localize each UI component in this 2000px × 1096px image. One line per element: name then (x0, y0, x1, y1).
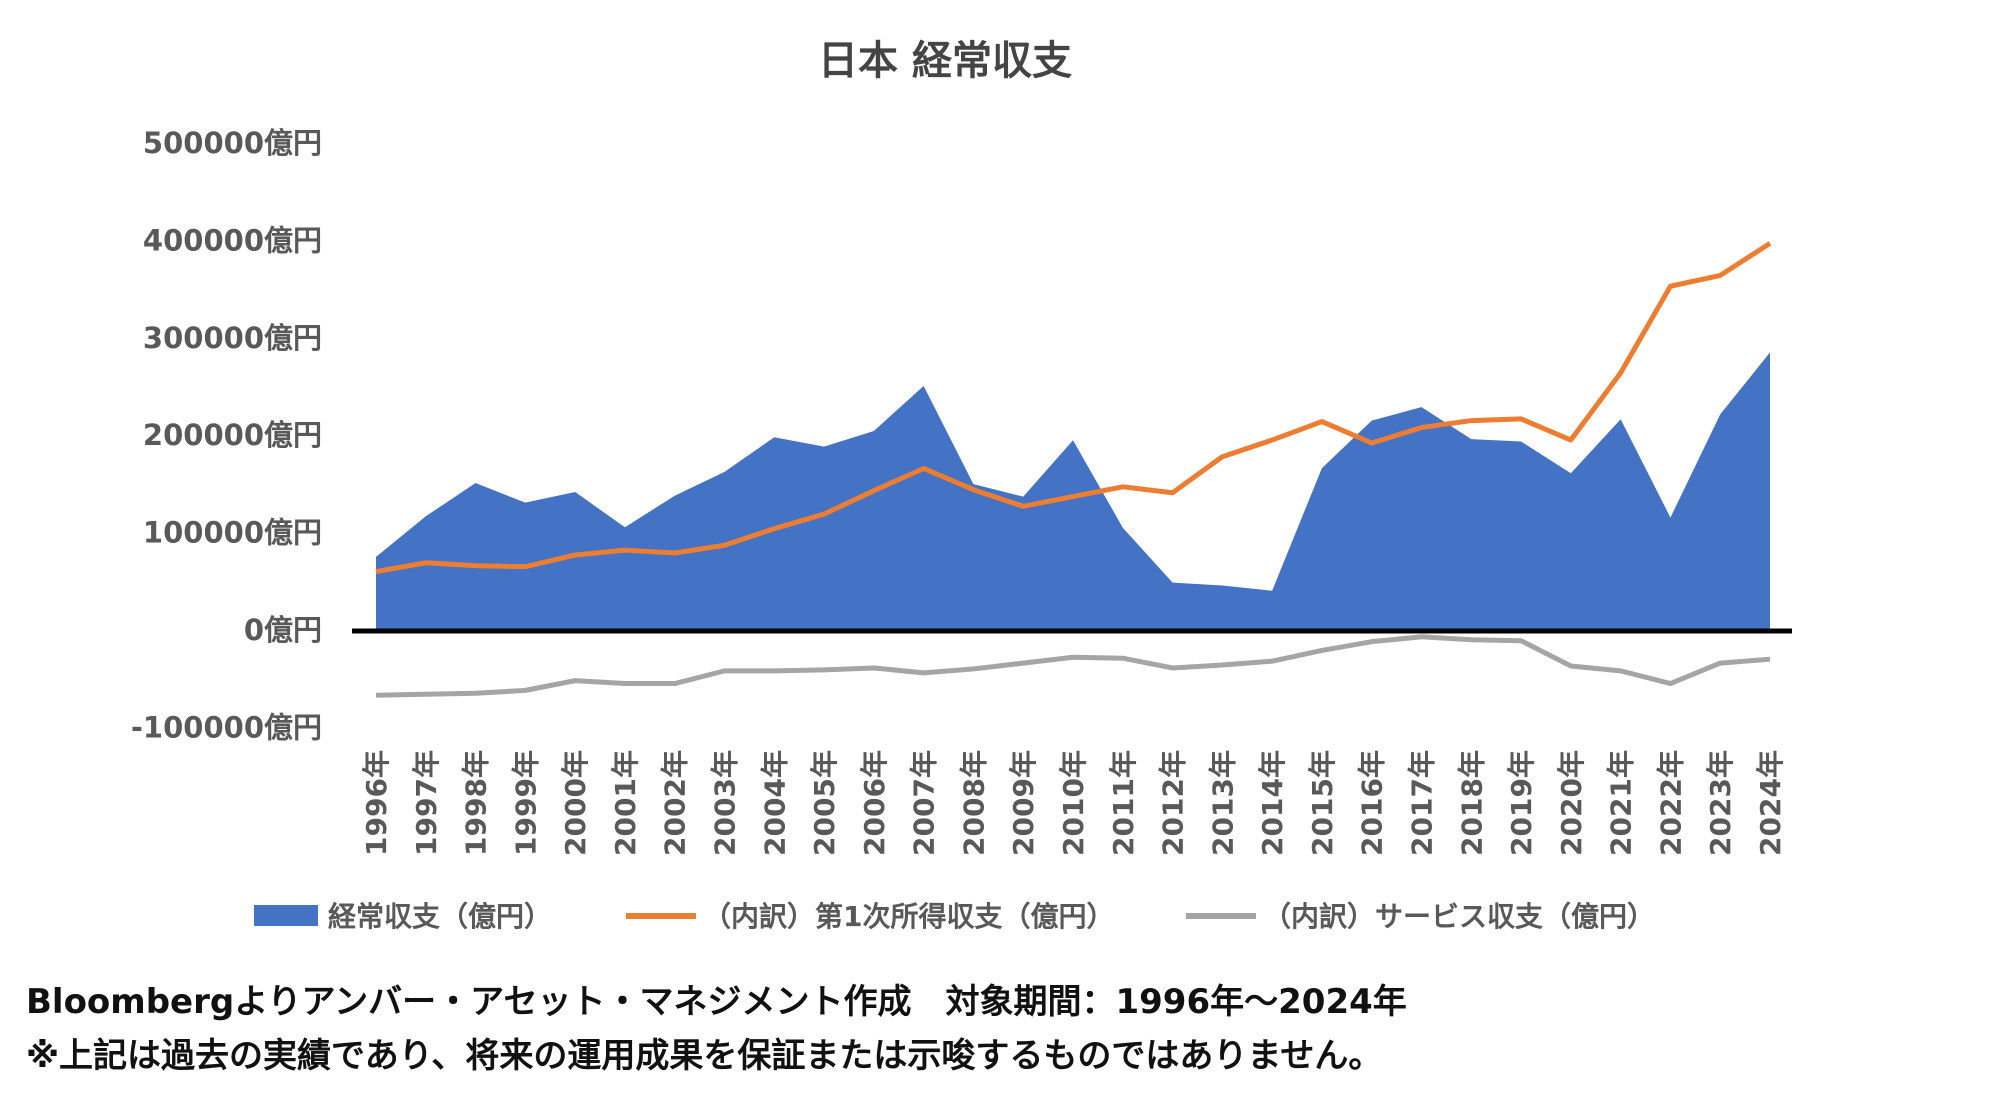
x-tick-label: 1999年 (509, 750, 542, 856)
legend-swatch-area (254, 905, 318, 926)
x-tick-label: 2019年 (1505, 750, 1538, 856)
y-tick-label: 300000億円 (143, 321, 322, 355)
x-tick-label: 2003年 (709, 750, 742, 856)
x-tick-label: 1998年 (460, 750, 493, 856)
x-tick-label: 2002年 (659, 750, 692, 856)
y-tick-label: -100000億円 (131, 710, 322, 744)
x-tick-label: 2010年 (1057, 750, 1090, 856)
y-tick-label: 100000億円 (143, 516, 322, 550)
x-tick-label: 2011年 (1107, 750, 1140, 856)
source-note: Bloombergよりアンバー・アセット・マネジメント作成 対象期間：1996年… (26, 982, 1407, 1022)
area-current-account (376, 352, 1770, 629)
line-services-balance (375, 634, 1771, 698)
x-tick-label: 2021年 (1605, 750, 1638, 856)
legend-label: （内訳）サービス収支（億円） (1263, 900, 1655, 933)
x-tick-label: 2017年 (1406, 750, 1439, 856)
chart-title: 日本 経常収支 (818, 38, 1072, 84)
legend-label: （内訳）第1次所得収支（億円） (703, 900, 1114, 933)
x-tick-label: 2023年 (1704, 750, 1737, 856)
x-tick-label: 2001年 (609, 750, 642, 856)
legend-label: 経常収支（億円） (328, 900, 552, 933)
y-tick-label: 400000億円 (143, 223, 322, 257)
x-tick-label: 2013年 (1206, 750, 1239, 856)
x-tick-label: 2009年 (1007, 750, 1040, 856)
x-tick-label: 2007年 (908, 750, 941, 856)
x-tick-label: 1997年 (410, 750, 443, 856)
x-tick-label: 2006年 (858, 750, 891, 856)
y-tick-label: 500000億円 (143, 126, 322, 160)
x-tick-label: 1996年 (360, 750, 393, 856)
x-tick-label: 2022年 (1654, 750, 1687, 856)
x-tick-label: 2018年 (1455, 750, 1488, 856)
x-tick-label: 2020年 (1555, 750, 1588, 856)
x-tick-label: 2015年 (1306, 750, 1339, 856)
y-tick-label: 0億円 (244, 613, 322, 647)
x-tick-label: 2005年 (808, 750, 841, 856)
x-tick-label: 2012年 (1157, 750, 1190, 856)
x-tick-label: 2004年 (758, 750, 791, 856)
x-tick-label: 2024年 (1754, 750, 1787, 856)
x-tick-label: 2008年 (957, 750, 990, 856)
x-tick-label: 2000年 (559, 750, 592, 856)
x-tick-label: 2014年 (1256, 750, 1289, 856)
disclaimer-note: ※上記は過去の実績であり、将来の運用成果を保証または示唆するものではありません。 (26, 1036, 1383, 1076)
y-tick-label: 200000億円 (143, 418, 322, 452)
x-tick-label: 2016年 (1356, 750, 1389, 856)
